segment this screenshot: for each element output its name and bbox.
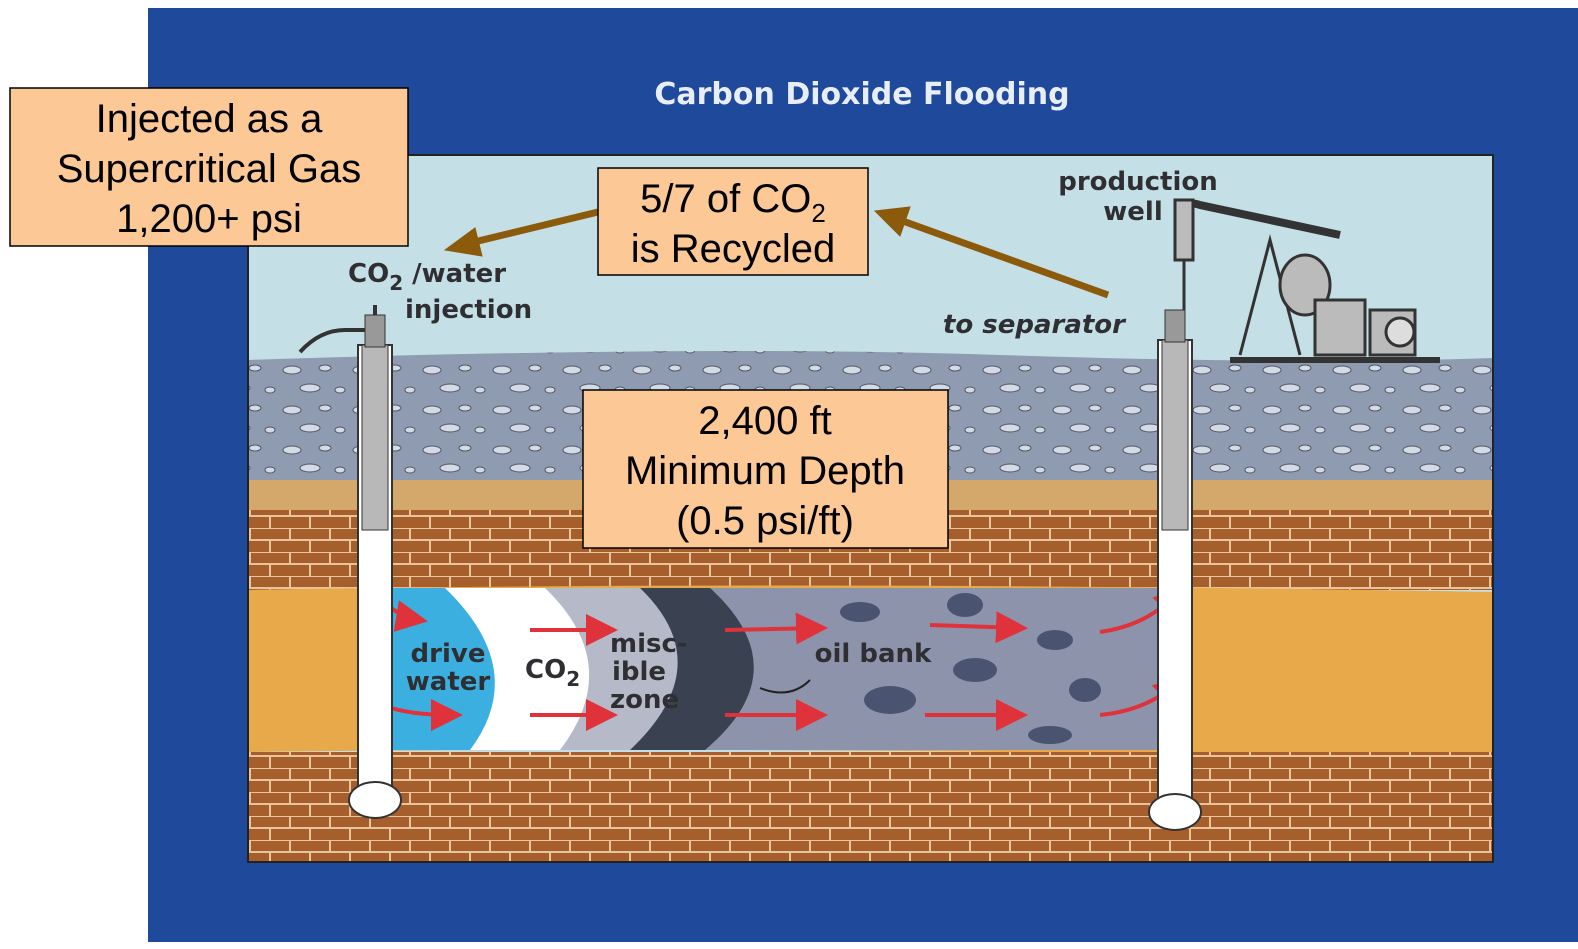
arrows <box>443 206 1110 299</box>
callout-text: 5/7 of CO <box>640 177 811 221</box>
callout-text: 2,400 ft <box>698 399 831 443</box>
callout-text: Supercritical Gas <box>57 147 362 191</box>
callouts: Injected as a Supercritical Gas 1,200+ p… <box>9 87 949 549</box>
label: injection <box>405 295 532 325</box>
label: CO <box>525 655 566 685</box>
callout-text: (0.5 psi/ft) <box>676 499 854 543</box>
label: 2 <box>566 667 580 691</box>
callout-text: is Recycled <box>631 227 836 271</box>
callout-box <box>582 389 949 549</box>
label: CO <box>348 259 389 289</box>
label: oil bank <box>815 639 932 669</box>
label: /water <box>403 259 506 289</box>
callout-box <box>9 87 409 247</box>
label: production <box>1058 167 1218 197</box>
label: to separator <box>943 310 1127 340</box>
label: ible <box>612 657 666 687</box>
label: 2 <box>389 271 403 295</box>
callout-text: Minimum Depth <box>625 449 905 493</box>
label: drive <box>411 639 486 669</box>
label: CO2 /water <box>348 259 506 295</box>
label: zone <box>610 685 679 715</box>
callout-box <box>597 167 869 276</box>
label: well <box>1103 197 1162 227</box>
label: misc- <box>610 629 688 659</box>
diagram-labels: production well CO2 /water injection to … <box>348 167 1218 715</box>
callout-text: 5/7 of CO2 <box>640 177 826 228</box>
label: CO2 <box>525 655 580 691</box>
label: water <box>406 667 491 697</box>
callout-text: Injected as a <box>96 97 324 141</box>
callout-text: 1,200+ psi <box>116 197 302 241</box>
callout-text: 2 <box>811 198 825 228</box>
title: Carbon Dioxide Flooding <box>654 77 1069 112</box>
